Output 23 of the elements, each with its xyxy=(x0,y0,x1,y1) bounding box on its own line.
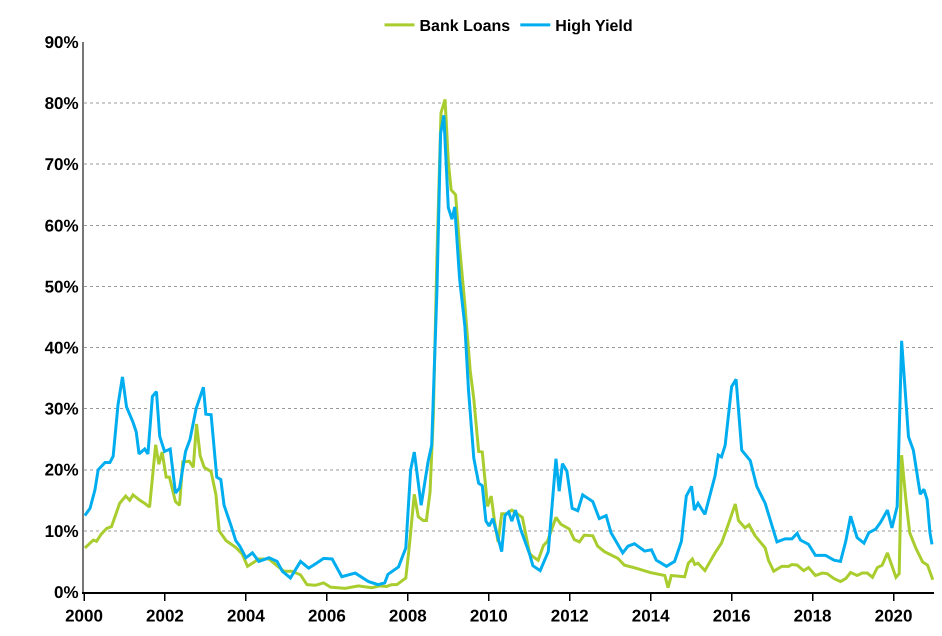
y-tick-label: 50% xyxy=(44,277,79,296)
y-tick-label: 40% xyxy=(44,338,79,358)
x-tick-label: 2004 xyxy=(226,606,266,626)
y-tick-label: 20% xyxy=(44,460,79,480)
y-tick-label: 30% xyxy=(44,400,79,419)
x-tick-label: 2016 xyxy=(712,606,751,626)
y-tick-label: 70% xyxy=(44,155,79,174)
y-tick-label: 0% xyxy=(54,582,79,602)
x-tick-label: 2020 xyxy=(874,606,912,626)
x-tick-label: 2012 xyxy=(550,606,589,626)
y-tick-label: 90% xyxy=(44,32,79,52)
x-tick-label: 2000 xyxy=(65,606,103,626)
x-tick-label: 2002 xyxy=(146,606,184,626)
x-tick-label: 2010 xyxy=(470,606,508,626)
x-tick-label: 2008 xyxy=(388,606,427,626)
x-tick-label: 2014 xyxy=(632,606,670,626)
legend-label: Bank Loans xyxy=(420,18,510,36)
y-tick-label: 80% xyxy=(44,94,79,114)
x-tick-label: 2018 xyxy=(794,606,832,626)
x-tick-label: 2006 xyxy=(308,606,346,626)
y-tick-label: 60% xyxy=(44,216,79,236)
legend-label: High Yield xyxy=(555,18,633,36)
y-tick-label: 10% xyxy=(44,522,79,541)
